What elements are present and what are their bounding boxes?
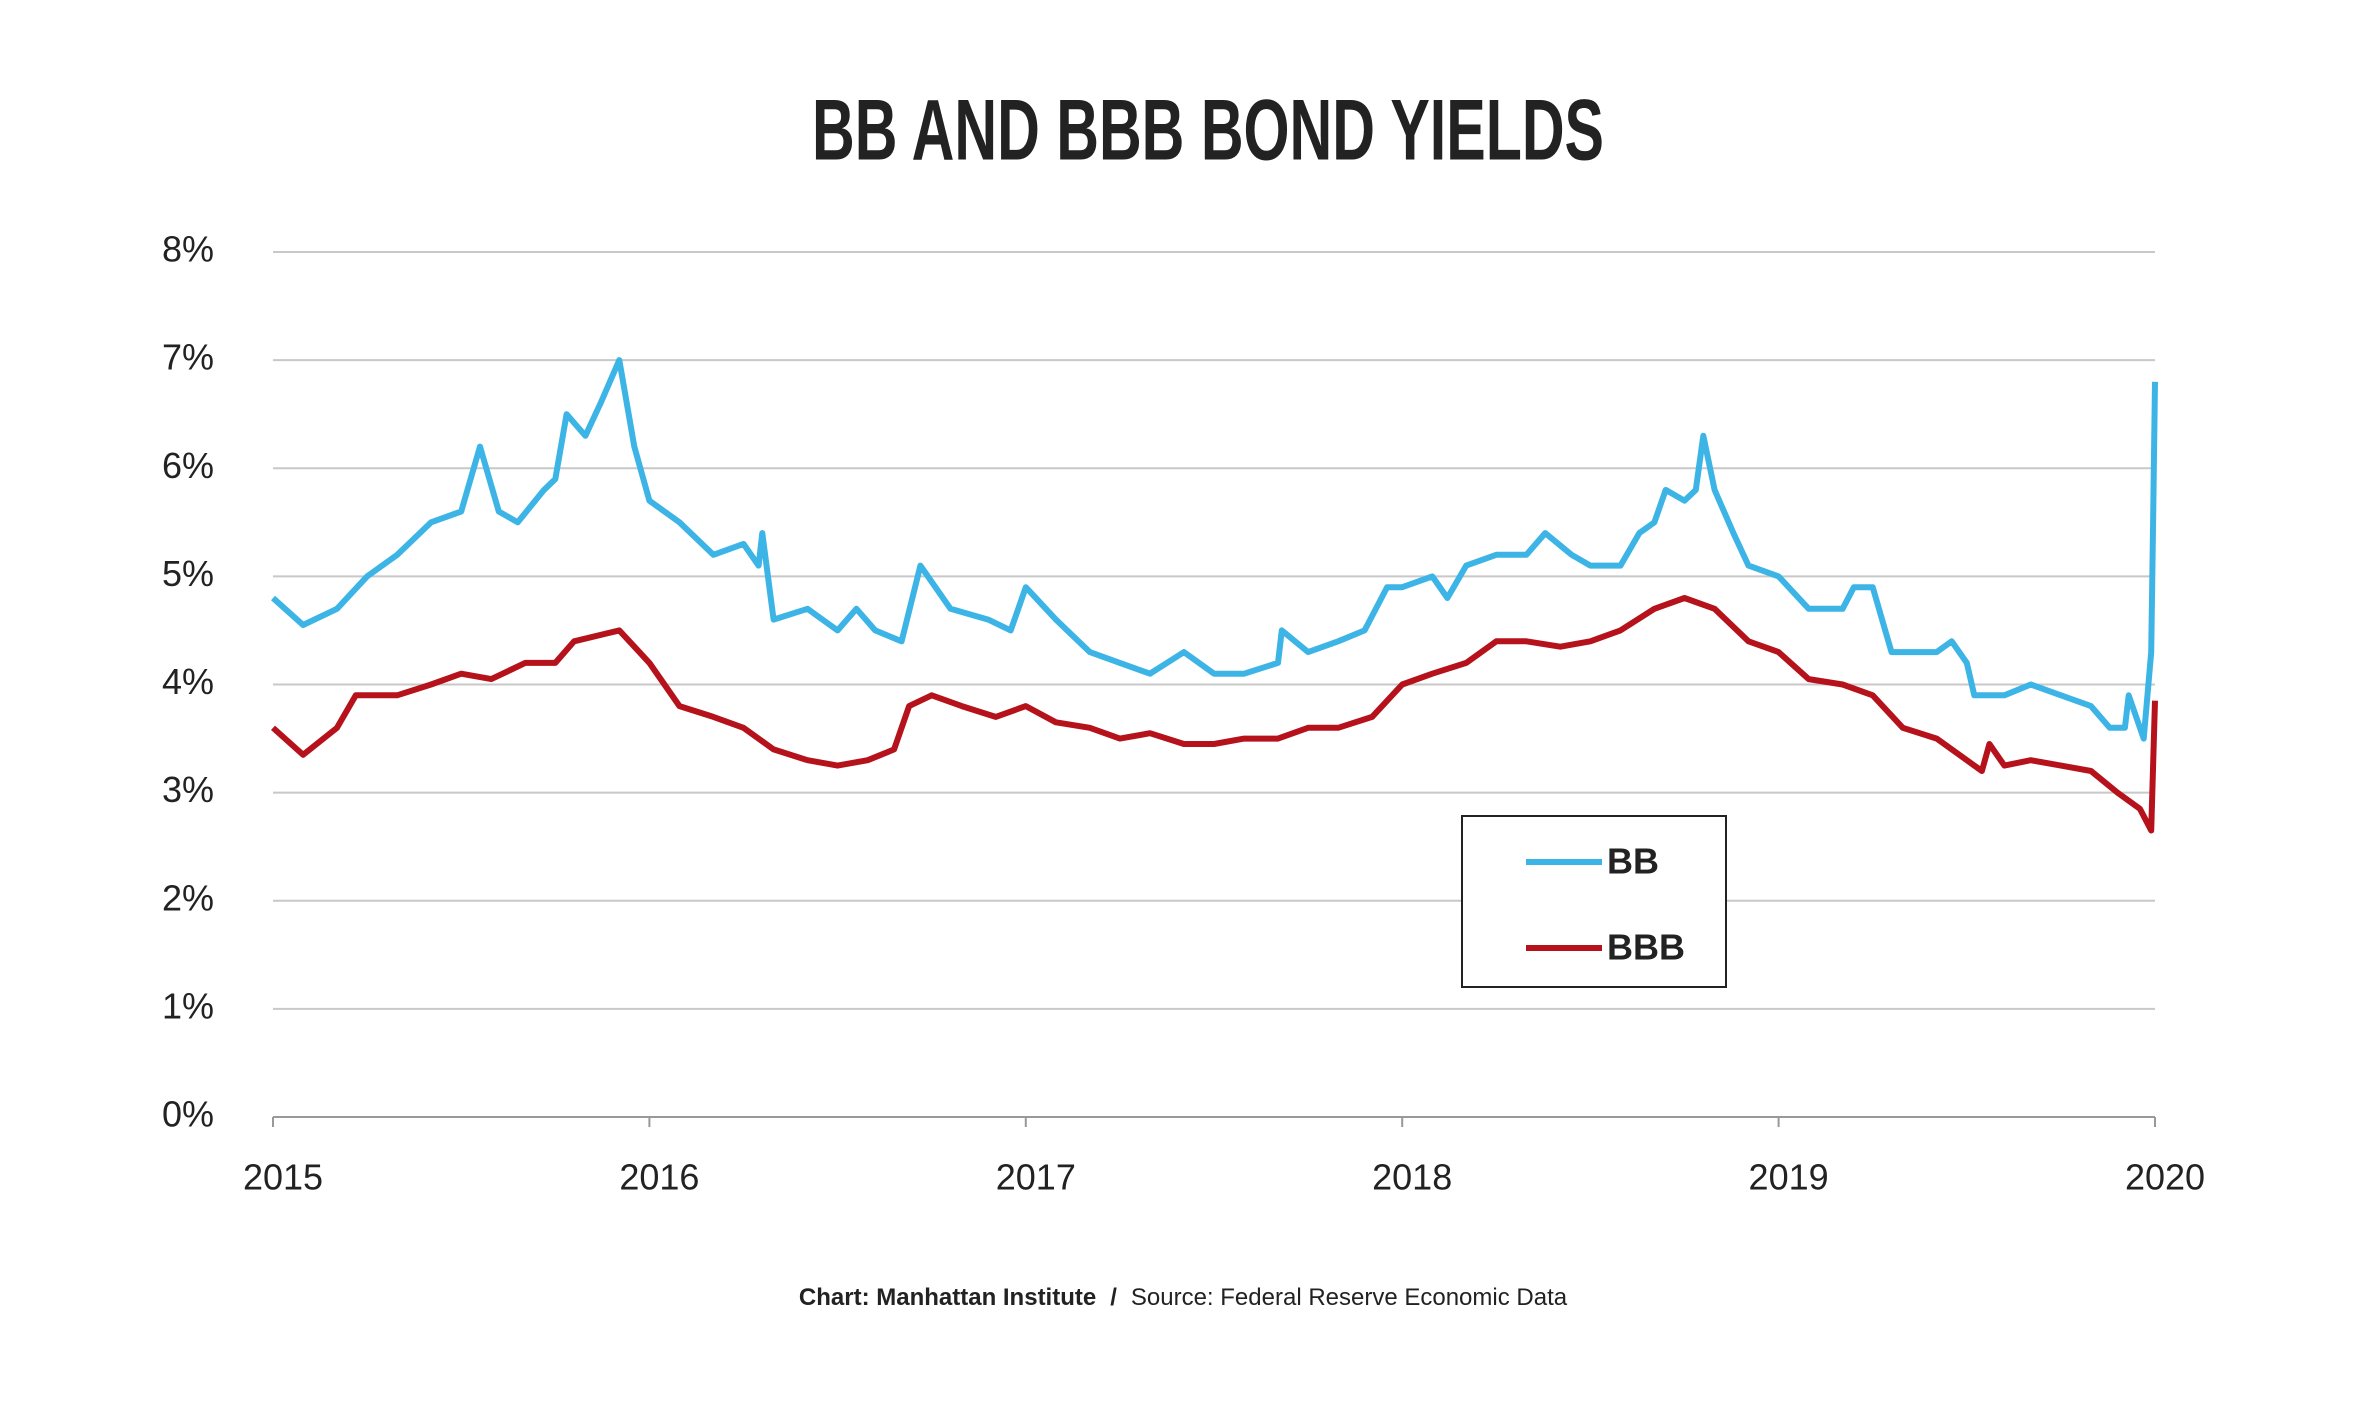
x-tick-label: 2016 [619, 1157, 699, 1198]
x-tick-label: 2019 [1749, 1157, 1829, 1198]
series-line [270, 595, 2158, 834]
x-tick-label: 2018 [1372, 1157, 1452, 1198]
footer-source: Source: Federal Reserve Economic Data [1131, 1284, 1568, 1311]
x-tick-label: 2017 [996, 1157, 1076, 1198]
footer: Chart: Manhattan Institute / Source: Feder… [799, 1284, 1568, 1311]
y-tick-label: 4% [162, 661, 214, 702]
y-tick-label: 0% [162, 1094, 214, 1135]
grid [273, 251, 2155, 1118]
y-tick-label: 1% [162, 985, 214, 1026]
y-tick-label: 8% [162, 229, 214, 270]
y-tick-label: 6% [162, 445, 214, 486]
series-line [270, 357, 2158, 742]
legend-label: BBB [1607, 927, 1685, 968]
legend-box [1461, 815, 1727, 988]
y-tick-label: 5% [162, 553, 214, 594]
chart-title: BB AND BBB BOND YIELDS [812, 83, 1604, 179]
footer-separator: / [1110, 1284, 1117, 1311]
x-tick-label: 2020 [2125, 1157, 2205, 1198]
legend-label: BB [1607, 841, 1659, 882]
y-tick-label: 7% [162, 337, 214, 378]
y-tick-label: 2% [162, 877, 214, 918]
footer-credit: Chart: Manhattan Institute [799, 1284, 1096, 1311]
y-tick-label: 3% [162, 769, 214, 810]
x-tick-label: 2015 [243, 1157, 323, 1198]
